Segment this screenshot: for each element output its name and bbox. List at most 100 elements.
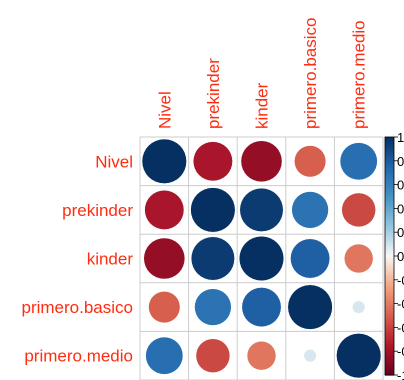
colorbar-segment [385, 167, 394, 171]
colorbar-segment [385, 341, 394, 345]
colorbar-segment [385, 289, 394, 293]
colorbar-segment [385, 291, 394, 295]
corr-circle-prekinder-Nivel [144, 189, 185, 230]
colorbar-segment [385, 251, 394, 255]
colorbar-segment [385, 265, 394, 269]
corr-circle-Nivel-prekinder [192, 141, 233, 182]
colorbar-segment [385, 355, 394, 359]
colorbar-segment [385, 160, 394, 164]
colorbar-segment [385, 334, 394, 338]
colorbar-segment [385, 203, 394, 207]
corr-circle-primero.basico-Nivel [148, 291, 181, 324]
colorbar-segment [385, 170, 394, 174]
colorbar-segment [385, 315, 394, 319]
colorbar-segment [385, 310, 394, 314]
column-label: primero.basico [301, 18, 320, 130]
corr-circle-primero.medio-kinder [246, 341, 277, 371]
colorbar-segment [385, 227, 394, 231]
corr-circle-primero.medio-primero.medio [336, 333, 382, 379]
corr-circle-kinder-prekinder [190, 236, 235, 281]
corr-circle-prekinder-primero.medio [341, 192, 376, 228]
colorbar-tick-label: -0. [397, 320, 404, 335]
colorbar-segment [385, 206, 394, 209]
colorbar-segment [385, 279, 394, 283]
colorbar-segment [385, 260, 394, 264]
colorbar-segment [385, 353, 394, 357]
colorbar-segment [385, 172, 394, 176]
colorbar-segment [385, 201, 394, 205]
colorbar-segment [385, 298, 394, 302]
colorbar-segment [385, 153, 394, 157]
colorbar-segment [385, 363, 394, 367]
colorbar-segment [385, 327, 394, 331]
colorbar-segment [385, 320, 394, 324]
corr-circle-kinder-Nivel [143, 237, 186, 280]
colorbar-segment [385, 322, 394, 326]
row-label: primero.basico [22, 298, 134, 317]
corr-circle-primero.medio-Nivel [145, 336, 184, 375]
colorbar-segment [385, 196, 394, 200]
colorbar-segment [385, 189, 394, 193]
corr-circle-primero.basico-primero.medio [352, 300, 366, 314]
colorbar-segment [385, 308, 394, 312]
colorbar-segment [385, 191, 394, 195]
colorbar-segment [385, 208, 394, 212]
corr-circle-primero.basico-primero.basico [287, 284, 333, 330]
colorbar-segment [385, 229, 394, 233]
colorbar-segment [385, 232, 394, 236]
colorbar-segment [385, 213, 394, 217]
colorbar-segment [385, 144, 394, 148]
colorbar-segment [385, 286, 394, 290]
colorbar-segment [385, 301, 394, 305]
colorbar-segment [385, 215, 394, 219]
colorbar-segment [385, 241, 394, 245]
colorbar-segment [385, 370, 394, 374]
row-label: prekinder [62, 201, 133, 220]
colorbar-segment [385, 358, 394, 362]
colorbar-segment [385, 165, 394, 169]
colorbar-segment [385, 194, 394, 198]
colorbar-tick-label: 0 [397, 249, 404, 264]
colorbar-segment [385, 277, 394, 281]
colorbar-segment [385, 336, 394, 340]
colorbar-segment [385, 367, 394, 371]
colorbar-segment [385, 146, 394, 150]
colorbar-segment [385, 222, 394, 226]
colorbar-segment [385, 272, 394, 276]
colorbar-segment [385, 267, 394, 271]
corr-circle-Nivel-Nivel [141, 138, 187, 184]
colorbar-tick-label: 0. [397, 225, 404, 240]
colorbar-segment [385, 317, 394, 321]
corr-circle-Nivel-primero.basico [294, 145, 327, 178]
colorbar-segment [385, 339, 394, 343]
colorbar-segment [385, 141, 394, 145]
colorbar-segment [385, 329, 394, 333]
colorbar-segment [385, 263, 394, 267]
colorbar-segment [385, 296, 394, 300]
colorbar-segment [385, 284, 394, 288]
colorbar-tick-label: 0. [397, 178, 404, 193]
colorbar-segment [385, 248, 394, 252]
row-label: Nivel [95, 152, 133, 171]
colorbar-tick-label: 0. [397, 154, 404, 169]
colorbar-segment [385, 244, 394, 248]
color-legend: 1 0. 0. 0. 0. 0 -0. -0. -0. -0. -1 [384, 130, 404, 380]
colorbar-segment [385, 148, 394, 152]
colorbar-tick-label: -0. [397, 344, 404, 359]
colorbar-segment [385, 253, 394, 257]
colorbar-segment [385, 372, 394, 376]
colorbar-tick-label: 0. [397, 201, 404, 216]
colorbar-segment [385, 217, 394, 221]
colorbar-segment [385, 360, 394, 364]
corr-circle-prekinder-kinder [239, 187, 284, 232]
colorbar-segment [385, 348, 394, 352]
colorbar-tick-label: -0. [397, 273, 404, 288]
colorbar-segment [385, 184, 394, 188]
colorbar-segment [385, 163, 394, 167]
colorbar-segment [385, 275, 394, 279]
grid [139, 136, 384, 380]
colorbar-segment [385, 137, 394, 140]
colorbar-segment [385, 234, 394, 238]
colorbar-segment [385, 246, 394, 250]
